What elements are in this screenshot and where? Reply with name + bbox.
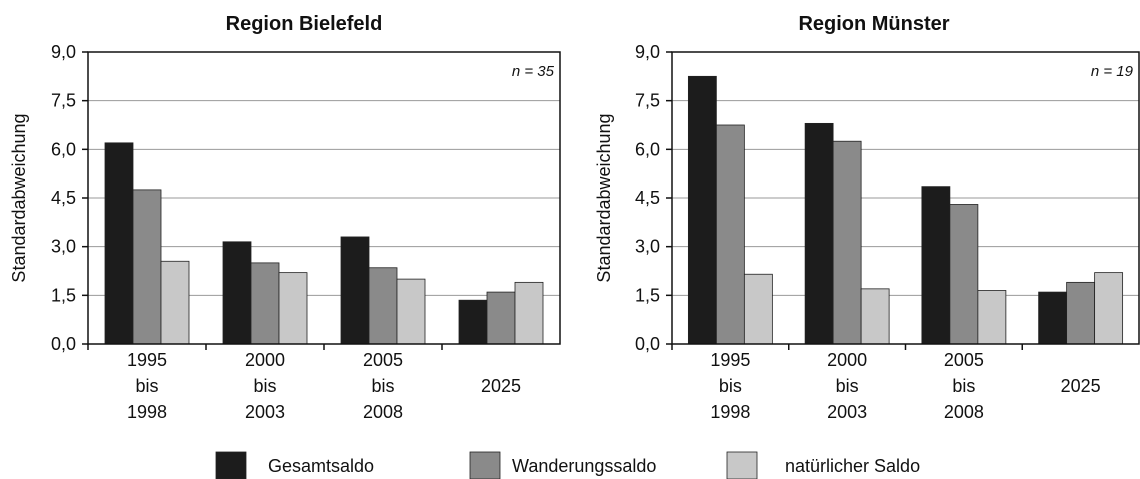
y-axis-label: Standardabweichung (9, 113, 29, 282)
y-tick-label: 9,0 (51, 42, 76, 62)
legend-swatch (469, 451, 501, 479)
bar (1094, 272, 1124, 345)
legend-swatch (726, 451, 758, 479)
x-tick-label: 2000 bis 2003 (245, 350, 285, 422)
bar (160, 260, 190, 345)
y-tick-label: 4,5 (635, 188, 660, 208)
bar (222, 241, 252, 345)
y-tick-label: 3,0 (635, 237, 660, 257)
bar (804, 122, 834, 345)
legend-label: Gesamtsaldo (268, 456, 374, 476)
x-tick-label: 2005 bis 2008 (944, 350, 984, 422)
bar (715, 124, 745, 345)
y-tick-label: 0,0 (51, 334, 76, 354)
bar (860, 288, 890, 345)
plot-frame (671, 51, 1140, 345)
bar (1038, 291, 1068, 345)
bar (368, 267, 398, 345)
bar (278, 272, 308, 345)
y-tick-label: 0,0 (635, 334, 660, 354)
bar (977, 290, 1007, 345)
bar (340, 236, 370, 345)
bar (132, 189, 162, 345)
x-tick-label: 2025 (1061, 376, 1101, 396)
bar (514, 281, 544, 345)
x-tick-label: 1995 bis 1998 (127, 350, 167, 422)
legend-swatch (215, 451, 247, 479)
bar (1066, 281, 1096, 345)
y-tick-label: 3,0 (51, 237, 76, 257)
bar (832, 140, 862, 345)
y-tick-label: 1,5 (51, 285, 76, 305)
y-tick-label: 4,5 (51, 188, 76, 208)
x-tick-label: 2000 bis 2003 (827, 350, 867, 422)
legend-label: natürlicher Saldo (785, 456, 920, 476)
bar (921, 186, 951, 345)
x-tick-label: 2025 (481, 376, 521, 396)
x-tick-label: 1995 bis 1998 (710, 350, 750, 422)
x-tick-label: 2005 bis 2008 (363, 350, 403, 422)
bar (104, 142, 134, 345)
legend: Gesamtsaldo Wanderungssaldo natürlicher Sa… (215, 451, 920, 479)
y-tick-label: 7,5 (635, 91, 660, 111)
bar (396, 278, 426, 345)
y-tick-label: 6,0 (51, 139, 76, 159)
plot-frame (87, 51, 561, 345)
bar (687, 75, 717, 345)
y-tick-label: 1,5 (635, 285, 660, 305)
bar (458, 299, 488, 345)
y-axis-label: Standardabweichung (594, 113, 614, 282)
legend-label: Wanderungssaldo (512, 456, 656, 476)
y-tick-label: 9,0 (635, 42, 660, 62)
y-tick-label: 7,5 (51, 91, 76, 111)
chart-title: Region Bielefeld (226, 13, 383, 35)
y-tick-label: 6,0 (635, 139, 660, 159)
chart-title: Region Münster (798, 13, 949, 35)
bar (743, 273, 773, 345)
bar (949, 204, 979, 345)
annotation: n = 35 (512, 63, 555, 80)
annotation: n = 19 (1091, 63, 1134, 80)
bar (486, 291, 516, 345)
bar (250, 262, 280, 345)
